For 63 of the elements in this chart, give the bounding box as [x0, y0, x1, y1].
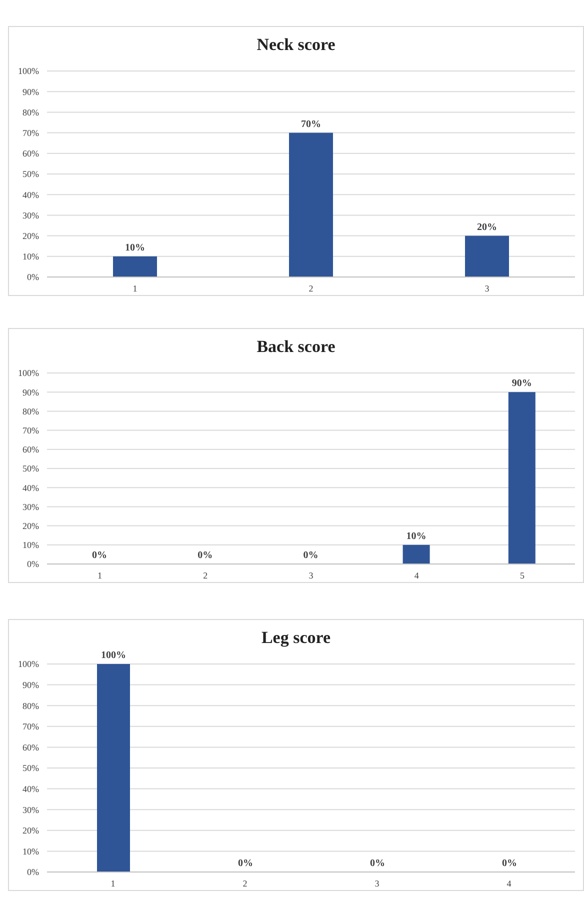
y-tick-label: 50%: [22, 169, 40, 180]
y-tick-label: 60%: [22, 444, 40, 455]
x-tick-label: 2: [242, 878, 248, 888]
y-tick-label: 30%: [22, 502, 40, 512]
x-tick-label: 4: [506, 878, 512, 888]
data-label: 0%: [92, 550, 107, 561]
data-label: 0%: [198, 550, 213, 561]
y-tick-label: 30%: [22, 210, 40, 220]
y-tick-label: 10%: [22, 540, 40, 550]
y-tick-label: 90%: [22, 86, 40, 97]
y-tick-label: 50%: [22, 763, 40, 774]
x-tick-label: 2: [308, 283, 314, 294]
data-label: 0%: [238, 858, 253, 869]
data-label: 20%: [477, 222, 497, 233]
chart-title: Back score: [256, 336, 336, 357]
y-tick-label: 0%: [27, 867, 40, 878]
y-tick-label: 60%: [22, 742, 40, 752]
y-tick-label: 50%: [22, 464, 40, 474]
y-tick-label: 80%: [22, 107, 40, 118]
data-label: 70%: [301, 118, 321, 130]
chart-title: Leg score: [260, 627, 332, 648]
y-tick-label: 20%: [22, 826, 40, 836]
data-label: 10%: [125, 242, 145, 254]
x-tick-label: 1: [110, 878, 116, 888]
y-tick-label: 100%: [18, 66, 40, 76]
y-tick-label: 0%: [27, 559, 40, 570]
x-tick-label: 1: [132, 283, 138, 294]
y-tick-label: 70%: [22, 722, 40, 732]
x-tick-label: 1: [98, 570, 102, 580]
data-label: 90%: [512, 378, 532, 390]
x-tick-label: 4: [414, 570, 420, 580]
y-tick-label: 70%: [22, 425, 40, 436]
y-tick-label: 80%: [22, 700, 40, 711]
chart-title: Neck score: [256, 34, 336, 55]
y-tick-label: 20%: [22, 230, 40, 241]
y-tick-label: 70%: [22, 128, 40, 138]
data-label: 0%: [502, 858, 517, 869]
bar: [289, 132, 333, 277]
data-label: 10%: [406, 530, 426, 542]
x-tick-label: 3: [308, 570, 314, 580]
bar: [465, 236, 509, 277]
y-tick-label: 10%: [22, 252, 40, 262]
y-tick-label: 30%: [22, 804, 40, 815]
bar: [113, 256, 157, 277]
y-tick-label: 80%: [22, 406, 40, 416]
x-tick-label: 3: [374, 878, 380, 888]
y-tick-label: 90%: [22, 387, 40, 398]
y-tick-label: 60%: [22, 148, 40, 159]
data-label: 100%: [101, 650, 126, 661]
y-tick-label: 0%: [27, 272, 40, 282]
y-tick-label: 20%: [22, 520, 40, 531]
y-tick-label: 90%: [22, 680, 40, 690]
data-label: 0%: [370, 858, 385, 869]
x-tick-label: 2: [203, 570, 208, 580]
y-tick-label: 10%: [22, 846, 40, 856]
y-tick-label: 100%: [18, 659, 40, 670]
x-tick-label: 3: [484, 283, 490, 294]
y-tick-label: 40%: [22, 482, 40, 493]
x-tick-label: 5: [520, 570, 525, 580]
y-tick-label: 100%: [18, 368, 40, 378]
y-tick-label: 40%: [22, 190, 40, 200]
data-label: 0%: [303, 550, 318, 561]
y-tick-label: 40%: [22, 784, 40, 794]
